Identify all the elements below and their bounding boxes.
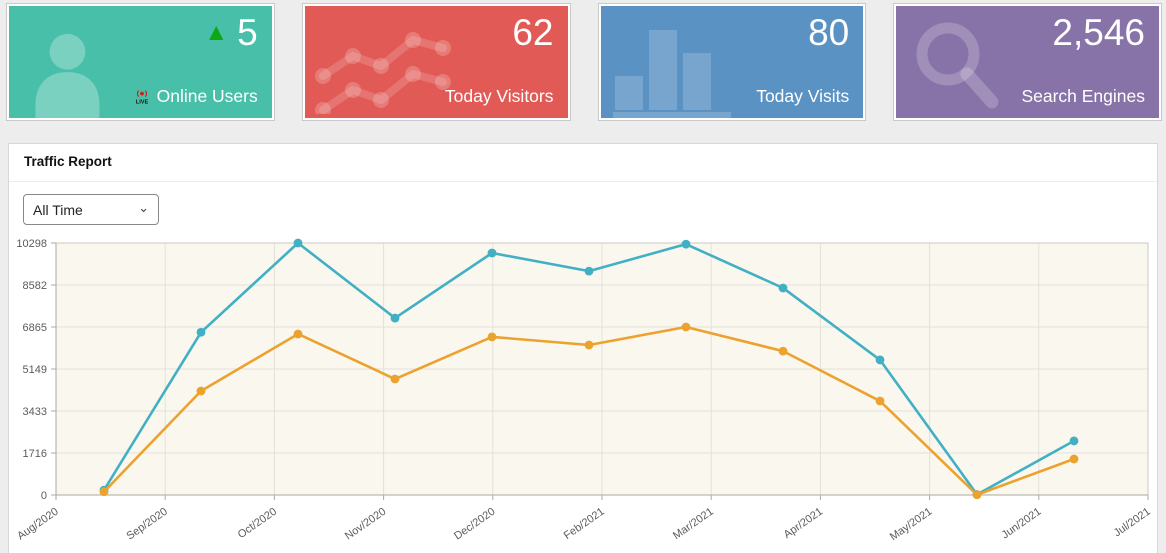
svg-text:8582: 8582	[23, 280, 47, 292]
svg-text:6865: 6865	[23, 322, 47, 334]
card-value: 2,546	[1052, 12, 1145, 53]
svg-text:Jul/2021: Jul/2021	[1112, 506, 1153, 540]
card-label: Online Users	[156, 86, 258, 106]
traffic-report-panel: Traffic Report All Time ⌄ 0 1716 3433 5149 6…	[8, 143, 1158, 553]
traffic-chart-wrap: 0 1716 3433 5149 6865 8582 10298 Aug/2020 Sep/20…	[9, 233, 1157, 553]
svg-text:1716: 1716	[23, 448, 47, 460]
card-label: Search Engines	[1021, 86, 1145, 106]
time-range-filter: All Time ⌄	[23, 194, 159, 225]
svg-text:Apr/2021: Apr/2021	[782, 506, 825, 541]
search-icon	[916, 22, 999, 109]
svg-text:Mar/2021: Mar/2021	[671, 506, 716, 542]
svg-text:Aug/2020: Aug/2020	[15, 506, 60, 543]
svg-text:5149: 5149	[23, 364, 47, 376]
svg-text:10298: 10298	[16, 238, 47, 250]
svg-text:3433: 3433	[23, 406, 47, 418]
svg-text:May/2021: May/2021	[888, 506, 934, 544]
svg-text:LIVE: LIVE	[135, 99, 148, 105]
trend-up-icon: ▲	[204, 19, 229, 47]
card-today-visits: 80 Today Visits	[597, 3, 867, 121]
traffic-line-chart: 0 1716 3433 5149 6865 8582 10298 Aug/2020 Sep/20…	[15, 238, 1153, 544]
svg-text:0: 0	[41, 490, 47, 502]
svg-text:Oct/2020: Oct/2020	[236, 506, 279, 541]
person-icon	[35, 33, 100, 118]
svg-text:Jun/2021: Jun/2021	[1000, 506, 1044, 542]
svg-text:Feb/2021: Feb/2021	[562, 506, 607, 542]
card-label: Today Visits	[756, 86, 850, 106]
stat-cards-row: ▲ 5 LIVE Online Users	[0, 0, 1166, 121]
card-value: 62	[512, 12, 554, 53]
panel-header: Traffic Report	[9, 144, 1157, 182]
card-value: 5	[237, 12, 258, 53]
card-value: 80	[808, 12, 850, 53]
card-label: Today Visitors	[444, 86, 554, 106]
card-search-engines: 2,546 Search Engines	[893, 3, 1162, 121]
svg-text:Nov/2020: Nov/2020	[343, 506, 388, 543]
bar-chart-icon	[612, 30, 731, 118]
card-online-users: ▲ 5 LIVE Online Users	[6, 3, 275, 121]
svg-text:Sep/2020: Sep/2020	[124, 506, 169, 543]
time-range-select[interactable]: All Time	[23, 194, 159, 225]
svg-text:Dec/2020: Dec/2020	[452, 506, 497, 543]
panel-title: Traffic Report	[24, 154, 112, 169]
live-icon: LIVE	[135, 89, 148, 105]
card-today-visitors: 62 Today Visitors	[301, 3, 571, 121]
